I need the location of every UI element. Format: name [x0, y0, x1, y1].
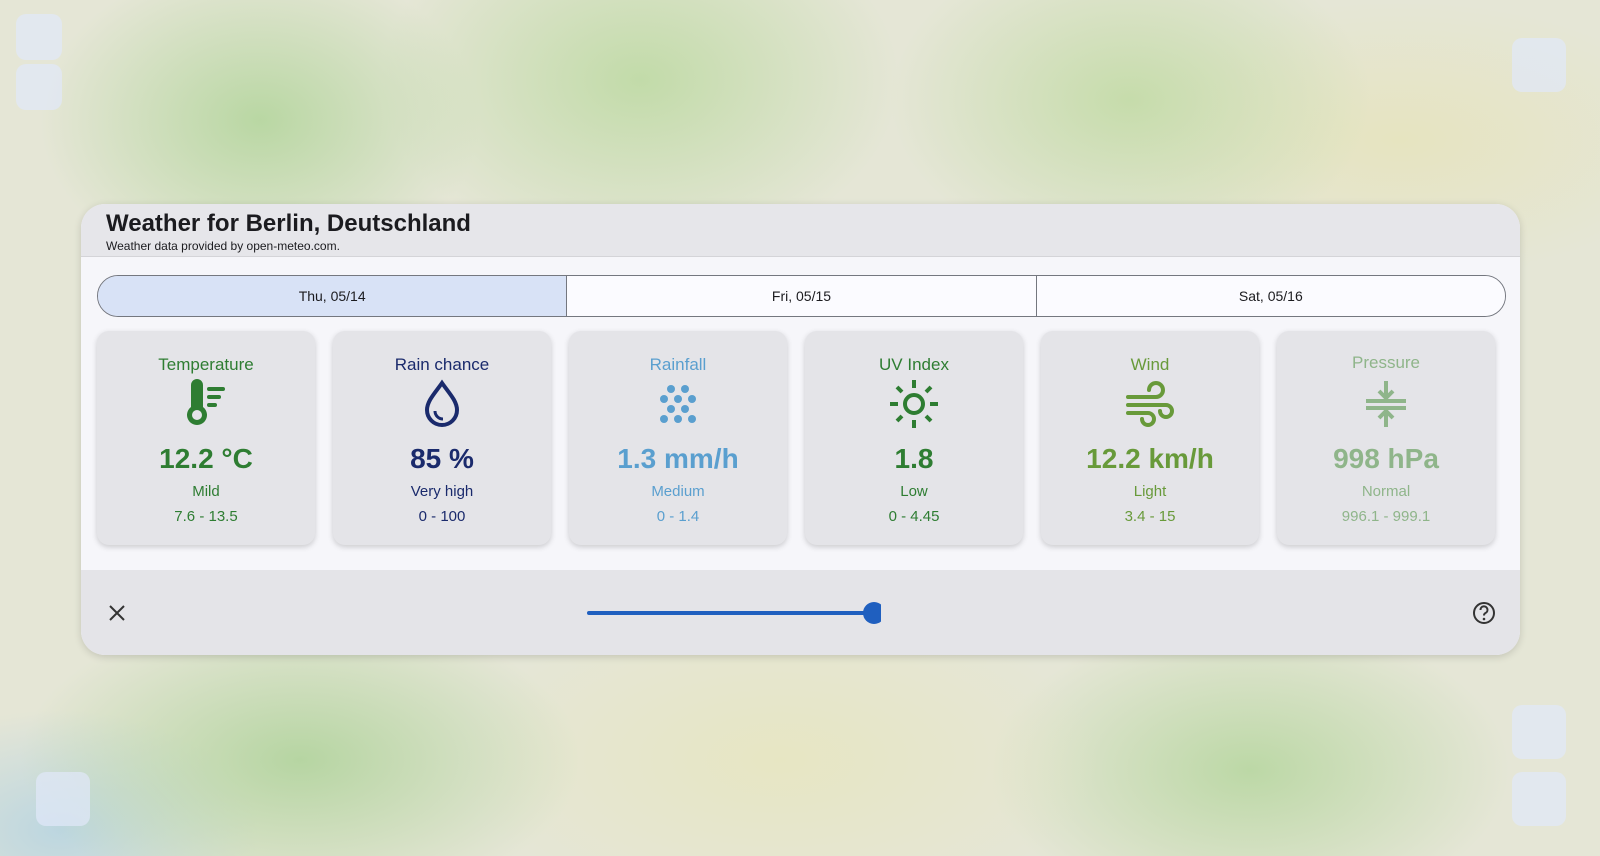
- thermometer-icon: [187, 379, 225, 425]
- sun-icon: [890, 380, 938, 428]
- card-title: Pressure: [1351, 353, 1421, 372]
- card-level: Low: [900, 483, 928, 500]
- pressure-icon: [1366, 381, 1406, 427]
- card-range: 0 - 100: [418, 508, 466, 525]
- rainfall-icon: [660, 385, 696, 423]
- rain-chance-card: Rain chance 85 % Very high 0 - 100: [333, 331, 551, 545]
- card-range: 3.4 - 15: [1124, 508, 1176, 525]
- header: Weather for Berlin, Deutschland Weather …: [81, 204, 1520, 257]
- card-value: 998 hPa: [1333, 443, 1439, 474]
- card-range: 0 - 1.4: [656, 508, 700, 525]
- card-title: Rain chance: [394, 355, 490, 374]
- map-zoom-out[interactable]: [16, 64, 62, 110]
- card-title: Rainfall: [649, 355, 707, 374]
- close-button[interactable]: [107, 603, 127, 623]
- card-value: 85 %: [410, 443, 474, 474]
- card-title: Temperature: [158, 355, 254, 374]
- map-home[interactable]: [36, 772, 90, 826]
- help-button[interactable]: [1471, 600, 1497, 626]
- day-tab[interactable]: Sat, 05/16: [1035, 276, 1505, 316]
- pressure-card: Pressure 998 hPa Normal 996.1 - 999.1: [1277, 331, 1495, 545]
- uv-card: UV Index 1.8 Low 0 - 4.45: [805, 331, 1023, 545]
- wind-icon: [1126, 381, 1174, 427]
- card-title: UV Index: [879, 355, 949, 374]
- card-value: 12.2 °C: [159, 443, 253, 474]
- card-range: 7.6 - 13.5: [174, 508, 238, 525]
- day-tab[interactable]: Thu, 05/14: [98, 276, 567, 316]
- title: Weather for Berlin, Deutschland: [106, 210, 471, 237]
- map-search[interactable]: [1512, 705, 1566, 759]
- day-tabs: Thu, 05/14 Fri, 05/15 Sat, 05/16: [97, 275, 1506, 317]
- card-level: Medium: [651, 483, 705, 500]
- map-menu[interactable]: [1512, 772, 1566, 826]
- card-range: 996.1 - 999.1: [1341, 508, 1431, 525]
- card-value: 12.2 km/h: [1086, 443, 1214, 474]
- rainfall-card: Rainfall 1.3 mm/h Medium 0 - 1.4: [569, 331, 787, 545]
- weather-panel: Weather for Berlin, Deutschland Weather …: [81, 204, 1520, 655]
- map-zoom-in[interactable]: [16, 14, 62, 60]
- card-range: 0 - 4.45: [888, 508, 940, 525]
- temperature-card: Temperature 12.2 °C Mild 7.6 - 13.5: [97, 331, 315, 545]
- card-level: Normal: [1361, 483, 1411, 500]
- card-value: 1.3 mm/h: [617, 443, 739, 474]
- card-title: Wind: [1130, 355, 1170, 374]
- day-tab[interactable]: Fri, 05/15: [566, 276, 1036, 316]
- card-value: 1.8: [894, 443, 934, 474]
- drop-icon: [424, 379, 460, 427]
- card-level: Light: [1133, 483, 1167, 500]
- wind-card: Wind 12.2 km/h Light 3.4 - 15: [1041, 331, 1259, 545]
- card-level: Mild: [192, 483, 220, 500]
- map-layers[interactable]: [1512, 38, 1566, 92]
- subtitle: Weather data provided by open-meteo.com.: [106, 239, 340, 253]
- bottom-bar: [81, 570, 1520, 655]
- time-slider[interactable]: [581, 598, 881, 628]
- card-level: Very high: [410, 483, 474, 500]
